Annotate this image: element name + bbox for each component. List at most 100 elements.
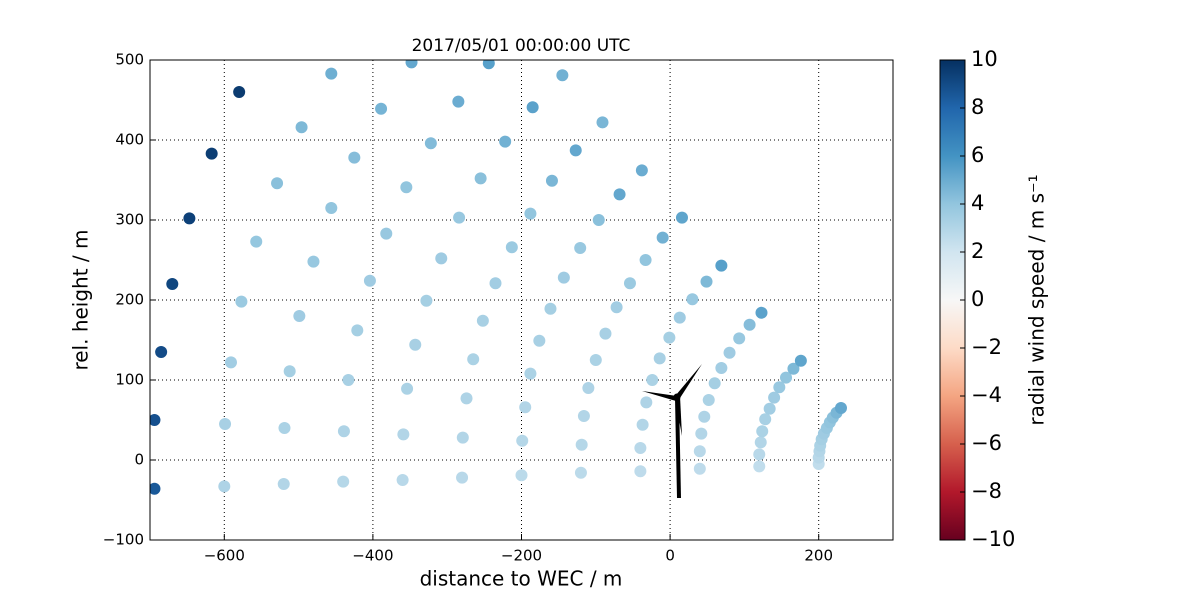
colorbar-tick-label: 0 [971, 287, 984, 311]
x-tick-label: 200 [804, 547, 833, 565]
scatter-point [723, 346, 736, 359]
x-tick-label: 0 [665, 547, 675, 565]
scatter-point [582, 382, 595, 394]
scatter-point [400, 181, 413, 194]
scatter-point [544, 302, 557, 315]
scatter-point [755, 306, 768, 319]
y-tick-label: 0 [134, 451, 144, 469]
scatter-point [155, 346, 168, 358]
scatter-point [460, 392, 473, 405]
scatter-point [396, 474, 409, 486]
scatter-point [743, 318, 756, 331]
scatter-point [278, 422, 291, 434]
scatter-point [489, 277, 502, 290]
scatter-point [250, 235, 263, 248]
colorbar-tick-label: −4 [971, 383, 1002, 407]
scatter-point [516, 434, 529, 447]
x-axis-label: distance to WEC / m [420, 567, 623, 591]
scatter-point [780, 371, 793, 384]
scatter-point [420, 294, 433, 307]
y-tick-label: 400 [115, 131, 144, 149]
scatter-point [166, 278, 179, 290]
y-tick-label: 200 [115, 291, 144, 309]
scatter-point [233, 86, 246, 98]
scatter-point [693, 462, 706, 475]
scatter-point [759, 413, 772, 426]
colorbar-tick-label: 8 [971, 95, 984, 119]
scatter-point [695, 427, 708, 440]
scatter-point [756, 425, 769, 438]
scatter-point [401, 382, 414, 395]
scatter-point [405, 60, 418, 69]
scatter-point [277, 478, 290, 490]
scatter-point [556, 69, 569, 82]
colorbar-tick-label: −6 [971, 431, 1002, 455]
scatter-point [519, 401, 532, 414]
scatter-point [589, 354, 602, 366]
scatter-point [715, 259, 728, 272]
scatter-point [557, 271, 570, 284]
scatter-point [505, 241, 518, 254]
scatter-point [700, 275, 713, 288]
x-tick-label: −200 [501, 547, 542, 565]
scatter-layer [150, 60, 847, 495]
scatter-point [375, 102, 388, 115]
colorbar-tick-label: −10 [971, 527, 1015, 551]
scatter-point [293, 310, 306, 322]
scatter-point [524, 367, 537, 380]
scatter-point [337, 425, 350, 438]
scatter-point [640, 396, 653, 409]
grid-layer [150, 59, 893, 541]
scatter-point [435, 252, 448, 265]
colorbar-tick-label: −8 [971, 479, 1002, 503]
scatter-point [763, 402, 776, 415]
scatter-point [708, 377, 721, 390]
turbine [642, 364, 702, 499]
scatter-point [474, 172, 487, 185]
colorbar-label: radial wind speed / m s⁻¹ [1025, 174, 1049, 425]
scatter-point [675, 211, 688, 224]
scatter-point [702, 394, 715, 406]
scatter-point [150, 414, 161, 426]
scatter-point [526, 101, 539, 114]
scatter-point [482, 60, 495, 70]
scatter-point [634, 465, 647, 478]
scatter-point [351, 324, 364, 337]
scatter-point [610, 301, 623, 314]
scatter-point [569, 144, 582, 157]
scatter-point [456, 431, 469, 444]
scatter-point [224, 356, 237, 369]
scatter-point [596, 116, 609, 129]
y-tick-label: 100 [115, 371, 144, 389]
scatter-point [693, 445, 706, 458]
scatter-point [635, 164, 648, 177]
scatter-point [634, 442, 647, 454]
scatter-point [623, 277, 636, 290]
scatter-point [452, 95, 465, 108]
scatter-point [663, 331, 676, 344]
scatter-point [574, 466, 587, 479]
scatter-point [715, 362, 728, 374]
scatter-point [424, 137, 437, 150]
scatter-point [183, 212, 196, 225]
colorbar-tick-label: 10 [971, 47, 998, 71]
scatter-point [773, 381, 786, 394]
scatter-point [456, 471, 469, 484]
colorbar-tick-label: 6 [971, 143, 984, 167]
y-tick-label: 300 [115, 211, 144, 229]
scatter-point [646, 374, 659, 386]
scatter-point [380, 227, 393, 240]
scatter-point [307, 255, 320, 268]
scatter-point [467, 353, 480, 366]
scatter-point [768, 391, 781, 404]
scatter-point [150, 482, 161, 495]
y-tick-label: 500 [115, 51, 144, 69]
scatter-point [218, 480, 231, 493]
scatter-point [476, 314, 489, 327]
colorbar-tick-label: 2 [971, 239, 984, 263]
scatter-point [698, 410, 711, 423]
chart-title: 2017/05/01 00:00:00 UTC [412, 36, 631, 56]
scatter-point [325, 67, 338, 80]
